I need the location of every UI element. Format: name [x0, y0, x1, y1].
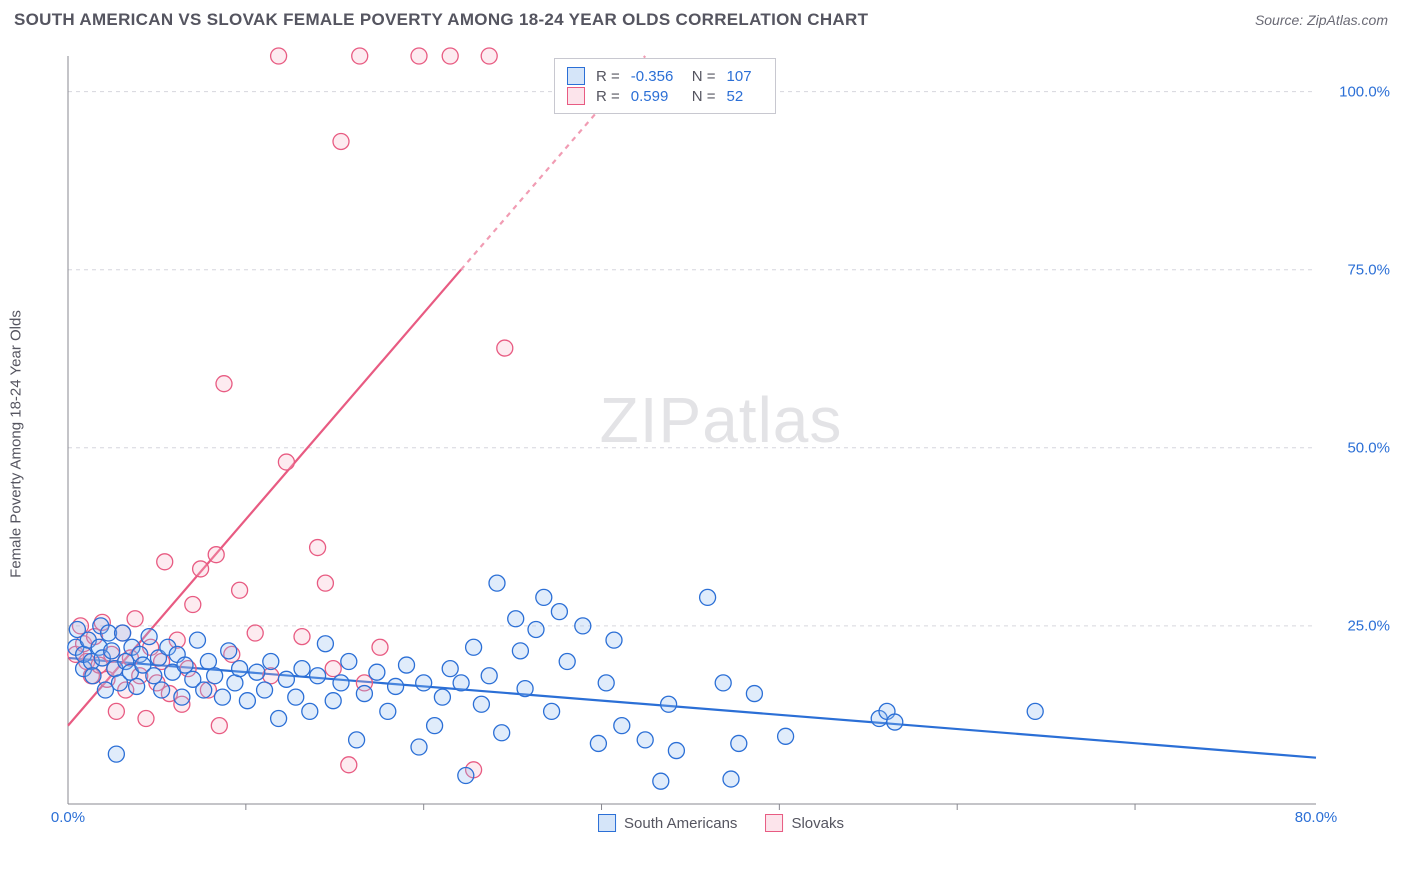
- series-swatch: [567, 67, 585, 85]
- r-label: R =: [593, 68, 623, 85]
- r-value: 0.599: [631, 88, 681, 105]
- legend-label: South Americans: [624, 815, 737, 832]
- y-tick-label: 50.0%: [1347, 439, 1390, 456]
- x-tick-label: 80.0%: [1295, 809, 1338, 826]
- n-label: N =: [689, 68, 719, 85]
- legend-swatch: [765, 814, 783, 832]
- n-label: N =: [689, 88, 719, 105]
- y-axis-label: Female Poverty Among 18-24 Year Olds: [8, 310, 25, 578]
- n-value: 107: [727, 68, 763, 85]
- plot-area: Female Poverty Among 18-24 Year Olds ZIP…: [56, 44, 1386, 844]
- source-label: Source: ZipAtlas.com: [1255, 12, 1388, 28]
- legend-item: South Americans: [598, 814, 737, 832]
- x-tick-label: 0.0%: [51, 809, 85, 826]
- correlation-row: R = -0.356 N = 107: [567, 67, 763, 85]
- legend-label: Slovaks: [791, 815, 844, 832]
- chart-title: SOUTH AMERICAN VS SLOVAK FEMALE POVERTY …: [14, 10, 868, 30]
- r-value: -0.356: [631, 68, 681, 85]
- scatter-svg: [56, 44, 1386, 844]
- y-tick-label: 100.0%: [1339, 83, 1390, 100]
- r-label: R =: [593, 88, 623, 105]
- y-tick-label: 75.0%: [1347, 261, 1390, 278]
- n-value: 52: [727, 88, 763, 105]
- legend-item: Slovaks: [765, 814, 844, 832]
- correlation-row: R = 0.599 N = 52: [567, 87, 763, 105]
- correlation-legend-box: R = -0.356 N = 107 R = 0.599 N = 52: [554, 58, 776, 114]
- legend-swatch: [598, 814, 616, 832]
- y-tick-label: 25.0%: [1347, 617, 1390, 634]
- series-legend: South Americans Slovaks: [598, 814, 844, 832]
- series-swatch: [567, 87, 585, 105]
